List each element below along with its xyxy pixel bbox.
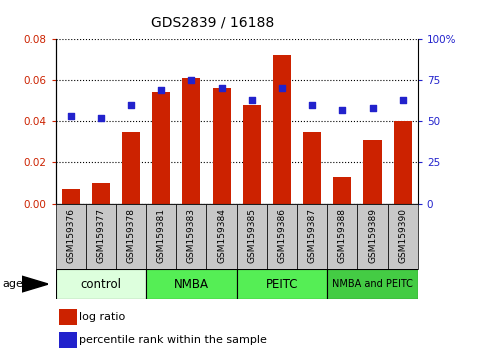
Bar bbox=[56, 204, 86, 269]
Text: control: control bbox=[80, 278, 121, 291]
Bar bbox=[152, 92, 170, 204]
Bar bbox=[327, 269, 418, 299]
Bar bbox=[146, 204, 176, 269]
Text: GSM159386: GSM159386 bbox=[277, 208, 286, 263]
Point bbox=[67, 114, 74, 119]
Bar bbox=[62, 189, 80, 204]
Polygon shape bbox=[22, 276, 48, 292]
Point bbox=[157, 87, 165, 93]
Bar bbox=[388, 204, 418, 269]
Text: GSM159378: GSM159378 bbox=[127, 208, 136, 263]
Point bbox=[308, 102, 316, 108]
Bar bbox=[183, 78, 200, 204]
Bar bbox=[357, 204, 388, 269]
Point bbox=[248, 97, 256, 103]
Bar bbox=[176, 204, 207, 269]
Point bbox=[97, 115, 105, 121]
Point bbox=[127, 102, 135, 108]
Bar bbox=[333, 177, 352, 204]
Text: GSM159384: GSM159384 bbox=[217, 208, 226, 263]
Text: log ratio: log ratio bbox=[79, 312, 126, 322]
Bar bbox=[237, 204, 267, 269]
Bar bbox=[297, 204, 327, 269]
Point bbox=[369, 105, 376, 111]
Bar bbox=[59, 332, 77, 348]
Bar bbox=[267, 204, 297, 269]
Bar bbox=[394, 121, 412, 204]
Text: GSM159387: GSM159387 bbox=[308, 208, 317, 263]
Bar bbox=[56, 269, 146, 299]
Bar bbox=[122, 132, 140, 204]
Point bbox=[399, 97, 407, 103]
Bar bbox=[327, 204, 357, 269]
Text: GSM159383: GSM159383 bbox=[187, 208, 196, 263]
Text: PEITC: PEITC bbox=[266, 278, 298, 291]
Text: GSM159385: GSM159385 bbox=[247, 208, 256, 263]
Text: GSM159388: GSM159388 bbox=[338, 208, 347, 263]
Bar bbox=[242, 105, 261, 204]
Text: GSM159390: GSM159390 bbox=[398, 208, 407, 263]
Text: NMBA: NMBA bbox=[174, 278, 209, 291]
Text: GSM159381: GSM159381 bbox=[156, 208, 166, 263]
Bar bbox=[273, 56, 291, 204]
Text: GSM159389: GSM159389 bbox=[368, 208, 377, 263]
Text: NMBA and PEITC: NMBA and PEITC bbox=[332, 279, 413, 289]
Bar bbox=[116, 204, 146, 269]
Bar bbox=[364, 140, 382, 204]
Text: percentile rank within the sample: percentile rank within the sample bbox=[79, 335, 267, 346]
Bar bbox=[207, 204, 237, 269]
Point bbox=[218, 85, 226, 91]
Bar bbox=[86, 204, 116, 269]
Point bbox=[339, 107, 346, 113]
Point bbox=[187, 77, 195, 83]
Point bbox=[278, 85, 286, 91]
Bar bbox=[92, 183, 110, 204]
Bar bbox=[213, 88, 231, 204]
Text: GSM159376: GSM159376 bbox=[66, 208, 75, 263]
Bar bbox=[237, 269, 327, 299]
Text: GDS2839 / 16188: GDS2839 / 16188 bbox=[151, 16, 274, 30]
Bar bbox=[303, 132, 321, 204]
Bar bbox=[59, 309, 77, 325]
Text: GSM159377: GSM159377 bbox=[96, 208, 105, 263]
Bar bbox=[146, 269, 237, 299]
Text: agent: agent bbox=[2, 279, 35, 289]
